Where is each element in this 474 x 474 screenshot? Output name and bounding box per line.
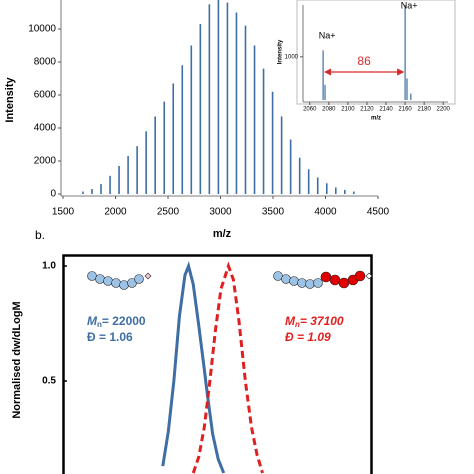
- peak: [280, 116, 283, 194]
- x-tick-label: 4500: [367, 207, 390, 218]
- trace: [191, 261, 264, 474]
- peak: [199, 24, 202, 194]
- lines: [161, 261, 264, 474]
- mn-annotation: Mn= 37100: [285, 314, 344, 329]
- peak: [271, 91, 274, 194]
- peak: [181, 65, 184, 194]
- x-tick-label: 2160: [398, 107, 412, 113]
- x-tick-label: 2180: [417, 107, 431, 113]
- peak: [324, 84, 326, 100]
- y-axis-label: Intensity: [278, 39, 284, 64]
- peak: [334, 187, 337, 194]
- peak: [322, 50, 324, 100]
- peak: [154, 116, 156, 194]
- x-tick-label: 2500: [157, 207, 180, 218]
- x-tick-label: 2200: [437, 107, 451, 113]
- peak: [244, 25, 247, 195]
- peak: [118, 165, 120, 194]
- peak: [262, 68, 265, 194]
- dispersity-annotation: Đ = 1.06: [87, 330, 133, 344]
- peak: [109, 175, 111, 194]
- peak: [298, 157, 301, 194]
- y-tick-label: 2000: [34, 156, 57, 167]
- mn-symbol: M: [87, 314, 98, 328]
- peak: [208, 4, 211, 194]
- peak: [190, 45, 193, 194]
- trace: [161, 261, 226, 474]
- x-axis-label: m/z: [371, 116, 381, 122]
- peak: [163, 101, 166, 194]
- x-tick-label: 3500: [262, 207, 285, 218]
- y-tick-label: 0.5: [42, 376, 56, 387]
- peak: [82, 191, 84, 194]
- x-tick-label: 2140: [379, 107, 393, 113]
- peak: [136, 146, 138, 194]
- panel-label: b.: [35, 228, 45, 242]
- peak: [344, 189, 346, 194]
- x-tick-label: 4000: [314, 207, 337, 218]
- peak: [226, 2, 229, 194]
- x-tick-label: 2060: [303, 107, 317, 113]
- mn-annotation: Mn= 22000: [87, 314, 146, 329]
- dispersity-annotation: Đ = 1.09: [285, 330, 331, 344]
- x-tick-label: 2120: [360, 107, 374, 113]
- peak-annotation: Na+: [319, 31, 336, 41]
- x-axis-label: m/z: [213, 228, 232, 240]
- red-polymer-icon: [273, 270, 373, 289]
- peak: [145, 131, 147, 194]
- peak: [289, 139, 292, 194]
- peak: [307, 169, 310, 194]
- peak: [325, 183, 328, 194]
- peak: [404, 5, 406, 100]
- peak: [100, 184, 102, 194]
- x-tick-label: 1500: [52, 207, 75, 218]
- y-tick-label: 1000: [285, 54, 299, 60]
- inset-frame: [296, 0, 456, 105]
- peak: [253, 45, 256, 194]
- x-tick-label: 2080: [322, 107, 336, 113]
- mn-symbol: M: [285, 314, 296, 328]
- bars: [322, 5, 412, 100]
- peak: [353, 191, 355, 194]
- y-tick-label: 6000: [34, 90, 57, 101]
- plot-frame: [62, 254, 373, 474]
- peak: [127, 156, 129, 194]
- mn-subscript: n: [97, 320, 102, 329]
- peak: [235, 12, 238, 194]
- y-tick-label: 10000: [28, 24, 56, 35]
- x-tick-label: 3000: [209, 207, 232, 218]
- blue-polymer-icon: [87, 271, 152, 290]
- peak: [406, 78, 408, 100]
- peak-annotation: Na+: [401, 0, 418, 10]
- mn-subscript: n: [295, 320, 300, 329]
- y-tick-label: 8000: [34, 57, 57, 68]
- peak: [91, 189, 93, 194]
- x-tick-label: 2100: [341, 107, 355, 113]
- bars: [82, 0, 355, 195]
- peak: [316, 177, 319, 194]
- gap-label: 86: [357, 54, 371, 68]
- y-tick-label: 1.0: [42, 261, 56, 272]
- peak: [410, 93, 412, 100]
- inset-chart: 2060 2080 2100 2120 2140 2160 2180 2200 1000 m/z I…: [278, 0, 451, 121]
- mn-value: = 37100: [300, 314, 344, 328]
- peak: [217, 0, 220, 194]
- y-tick-label: 4000: [34, 123, 57, 134]
- x-tick-label: 2000: [104, 207, 127, 218]
- y-axis-label: Intensity: [4, 77, 16, 123]
- mn-value: = 22000: [102, 314, 146, 328]
- y-axis-label: Normalised dw/dLogM: [11, 301, 23, 418]
- y-tick-label: 0: [50, 189, 56, 200]
- spectrum-chart: 1500 2000 2500 3000 3500 4000 4500 0 2000 4000 600…: [4, 0, 390, 240]
- peak: [172, 83, 175, 194]
